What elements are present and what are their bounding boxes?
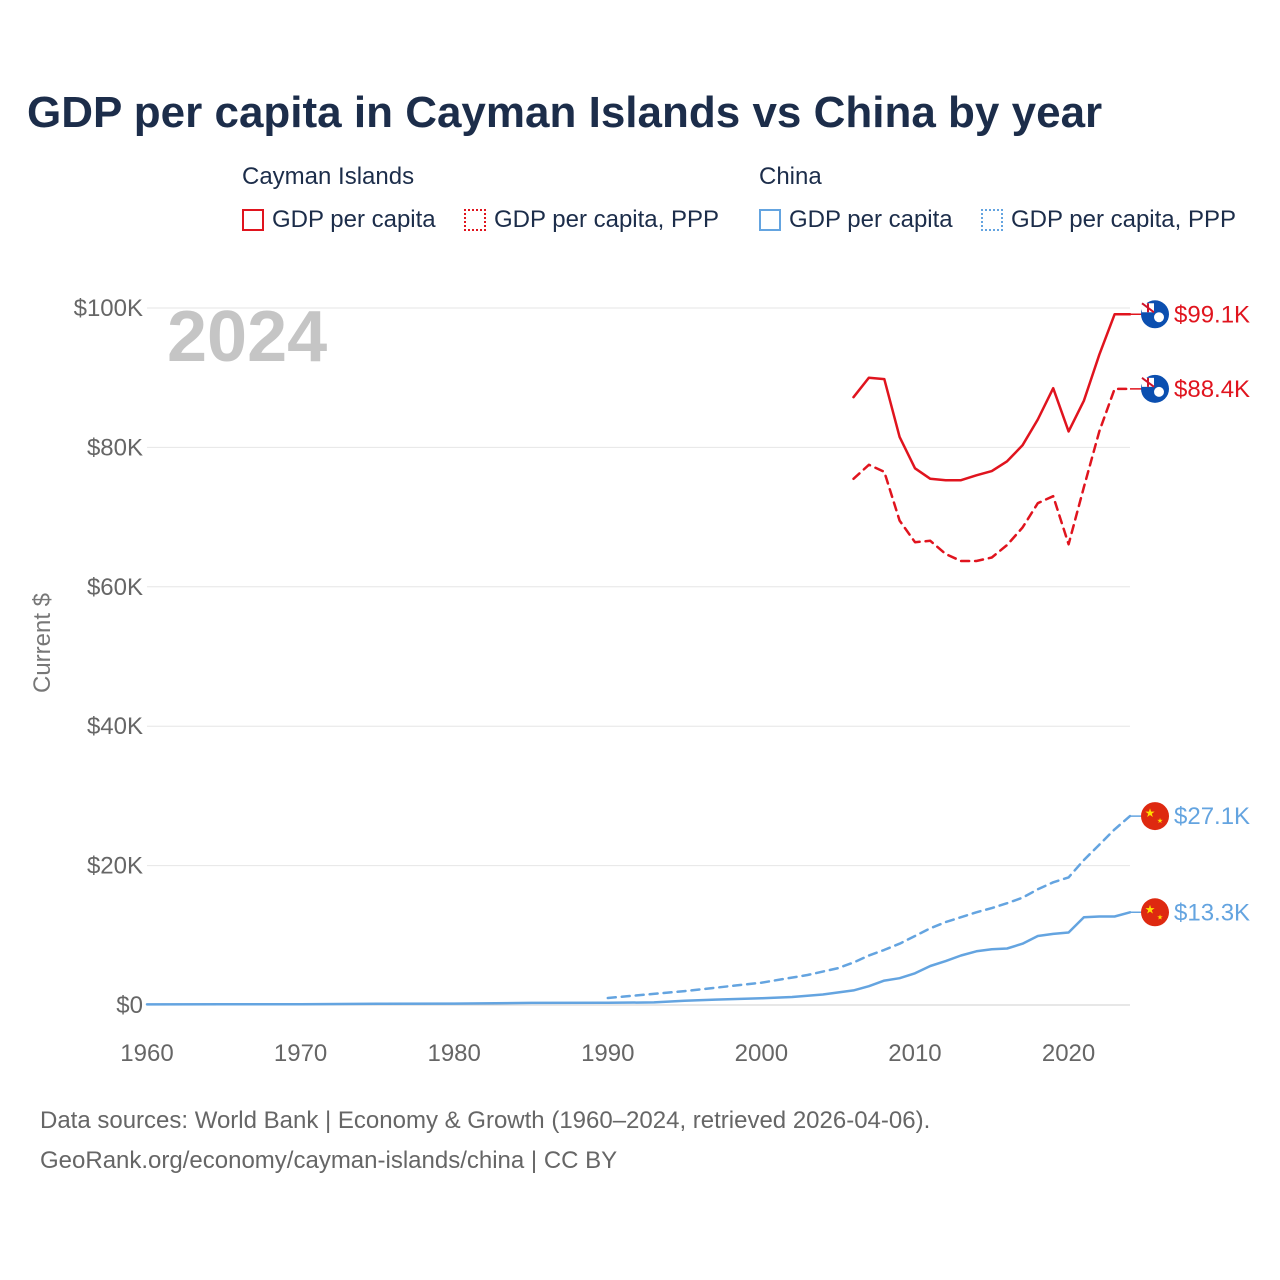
year-label: 2024: [167, 297, 328, 377]
legend-item-china-gdp[interactable]: GDP per capita: [759, 203, 953, 237]
legend-swatch-dotted-blue: [981, 209, 1003, 231]
x-tick-label: 1980: [427, 1040, 480, 1067]
series-line: [852, 387, 1132, 563]
x-tick-label: 2010: [888, 1040, 941, 1067]
legend-item-cayman-gdp-ppp[interactable]: GDP per capita, PPP: [464, 203, 719, 237]
x-tick-label: 2000: [735, 1040, 788, 1067]
y-tick-label: $100K: [74, 295, 143, 322]
china-flag-icon: [1141, 898, 1169, 927]
x-tick-label: 1960: [120, 1040, 173, 1067]
legend-group-cayman-islands: Cayman Islands: [242, 163, 415, 190]
series-line: [606, 814, 1132, 1000]
y-tick-label: $20K: [87, 853, 143, 880]
china-flag-small-star-icon: ★: [1157, 817, 1163, 825]
legend-swatch-solid-red: [242, 209, 264, 231]
y-tick-label: $60K: [87, 574, 143, 601]
legend-swatch-solid-blue: [759, 209, 781, 231]
series-end-label: $27.1K: [1174, 803, 1250, 830]
x-tick-label: 2020: [1042, 1040, 1095, 1067]
footer-link[interactable]: GeoRank.org/economy/cayman-islands/china…: [40, 1147, 618, 1174]
series-line: [145, 911, 1132, 1006]
series-line: [852, 313, 1132, 482]
series-end-label: $99.1K: [1174, 301, 1250, 328]
legend-swatch-dotted-red: [464, 209, 486, 231]
legend-label: GDP per capita, PPP: [1011, 206, 1236, 233]
legend-item-cayman-gdp[interactable]: GDP per capita: [242, 203, 436, 237]
y-axis-label: Current $: [29, 593, 56, 693]
legend-item-china-gdp-ppp[interactable]: GDP per capita, PPP: [981, 203, 1236, 237]
y-tick-label: $0: [116, 992, 143, 1019]
legend-label: GDP per capita, PPP: [494, 206, 719, 233]
china-flag-icon: [1141, 802, 1169, 831]
legend-label: GDP per capita: [789, 206, 953, 233]
series-end-label: $88.4K: [1174, 376, 1250, 403]
x-tick-label: 1990: [581, 1040, 634, 1067]
cayman-crest-icon: [1154, 386, 1164, 397]
y-tick-label: $40K: [87, 713, 143, 740]
cayman-crest-icon: [1154, 312, 1164, 323]
china-flag-star-icon: ★: [1145, 806, 1156, 820]
series-end-label: $13.3K: [1174, 899, 1250, 926]
y-tick-label: $80K: [87, 434, 143, 461]
china-flag-star-icon: ★: [1145, 902, 1156, 916]
x-tick-label: 1970: [274, 1040, 327, 1067]
footer-sources: Data sources: World Bank | Economy & Gro…: [40, 1107, 931, 1134]
legend-group-china: China: [759, 163, 822, 190]
china-flag-small-star-icon: ★: [1157, 913, 1163, 921]
chart-title: GDP per capita in Cayman Islands vs Chin…: [27, 88, 1103, 137]
legend-label: GDP per capita: [272, 206, 436, 233]
